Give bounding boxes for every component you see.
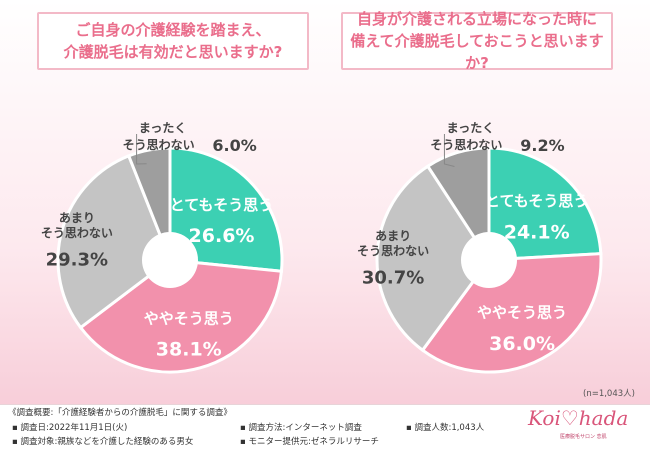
brand-logo-subtext: 医療脱毛サロン 恋肌 [560,434,607,440]
chart1-category-label-4: そう思わない [123,138,195,152]
chart1-category-label-3: そう思わない [41,226,113,240]
chart1-slice-3 [56,153,172,330]
survey-target: ▪ 調査対象:親族などを介護した経験のある男女 [12,437,194,447]
survey-method: ▪ 調査方法:インターネット調査 [240,423,362,433]
chart1-category-label-2: ややそう思う [144,309,234,327]
chart1-value-label-1: 26.6% [189,225,255,247]
chart2-value-label-3: 30.7% [362,267,424,288]
question-1-title: ご自身の介護経験を踏まえ、 介護脱毛は有効だと思いますか? [37,12,309,70]
survey-title: 《調査概要:「介護経験者からの介護脱毛」に関する調査》 [8,408,232,418]
pie-charts: とてもそう思う26.6%ややそう思う38.1%あまりそう思わない29.3%まった… [41,121,603,374]
survey-count: ▪ 調査人数:1,043人 [406,423,485,433]
chart1-slice-2 [78,258,284,374]
chart1-value-label-2: 38.1% [156,339,222,361]
footer [0,404,650,451]
survey-date: ▪ 調査日:2022年11月1日(火) [12,423,128,433]
chart2-donut-hole [461,232,517,288]
chart2-category-label-2: ややそう思う [477,304,567,322]
chart1-value-label-4: 6.0% [212,136,256,155]
chart2-slice-3 [375,164,491,353]
sample-size: (n=1,043人) [583,389,635,399]
chart1-leader-line [136,134,147,165]
chart1-category-label-3: あまり [59,211,95,225]
chart2-slice-1 [487,146,603,262]
survey-provider: ▪ モニター提供元:ゼネラルリサーチ [240,437,379,447]
chart2-category-label-4: そう思わない [430,138,502,152]
chart2-category-label-3: あまり [375,229,411,243]
chart2-value-label-2: 36.0% [489,333,555,355]
chart1-donut-hole [142,232,198,288]
chart1-category-label-1: とてもそう思う [170,196,274,214]
chart2-leader-line [443,134,455,167]
chart2-value-label-1: 24.1% [504,221,570,243]
chart1-slice-4 [126,146,172,261]
chart1-category-label-4: まったく [139,121,187,135]
chart2-slice-4 [425,146,491,266]
chart2-value-label-4: 9.2% [520,136,564,155]
question-2-title: 自身が介護される立場になった時に 備えて介護脱毛しておこうと思いますか? [341,10,613,72]
chart1-value-label-3: 29.3% [46,250,108,271]
chart2-category-label-1: とてもそう思う [485,192,589,210]
brand-logo: Koi♡hada [528,406,629,430]
chart2-slice-2 [420,252,603,374]
chart2-category-label-4: まったく [447,121,495,135]
chart2-category-label-3: そう思わない [357,244,429,258]
chart1-slice-1 [168,146,284,273]
